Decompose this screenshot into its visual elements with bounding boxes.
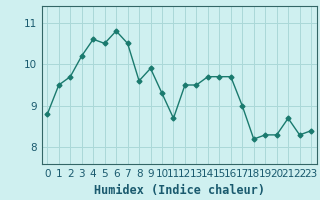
X-axis label: Humidex (Indice chaleur): Humidex (Indice chaleur) [94, 184, 265, 197]
